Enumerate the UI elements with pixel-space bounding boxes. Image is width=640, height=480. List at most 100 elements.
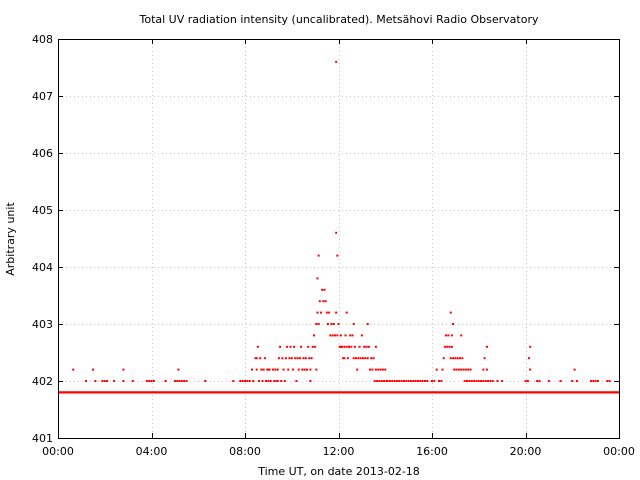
data-point [431, 380, 433, 382]
data-point [365, 345, 368, 348]
data-point [482, 380, 485, 382]
data-point [297, 391, 300, 394]
data-point [485, 368, 488, 371]
data-point [274, 368, 277, 371]
data-point [356, 368, 359, 371]
data-point [360, 334, 363, 337]
data-point [341, 345, 344, 348]
data-point [466, 380, 469, 382]
data-point [152, 380, 155, 382]
data-point [449, 357, 452, 360]
data-point [480, 380, 483, 382]
data-point [362, 357, 365, 360]
data-point [305, 368, 308, 371]
data-point [85, 380, 88, 382]
plot-frame [58, 39, 620, 439]
data-point [450, 334, 453, 337]
data-point [232, 380, 235, 382]
data-point [316, 277, 319, 280]
data-point [352, 357, 355, 360]
data-point [331, 334, 334, 337]
x-tick-label: 00:00 [603, 445, 635, 458]
data-point [322, 300, 325, 303]
data-point [268, 368, 271, 371]
data-point [372, 357, 375, 360]
data-point [374, 345, 377, 348]
data-point [255, 357, 258, 360]
data-point [333, 334, 336, 337]
data-point [385, 380, 388, 382]
x-tick-label: 16:00 [416, 445, 448, 458]
data-point [338, 345, 341, 348]
data-point [349, 334, 352, 337]
data-point [122, 368, 125, 371]
data-point [180, 380, 183, 382]
data-point [547, 380, 550, 382]
y-tick-label: 407 [32, 90, 53, 103]
data-point [258, 380, 261, 382]
data-point [461, 357, 464, 360]
data-point [308, 357, 311, 360]
data-point [248, 380, 251, 382]
x-axis-label: Time UT, on date 2013-02-18 [257, 465, 420, 478]
data-point [470, 380, 473, 382]
data-point [363, 345, 366, 348]
data-point [445, 391, 448, 394]
data-point [485, 345, 488, 348]
data-point [388, 380, 391, 382]
data-point [178, 380, 181, 382]
data-point [364, 357, 367, 360]
data-point [462, 368, 465, 371]
data-point [298, 357, 301, 360]
data-point [273, 380, 276, 382]
data-point [559, 380, 562, 382]
data-point [330, 323, 333, 325]
data-point [312, 334, 315, 337]
data-point [263, 357, 266, 360]
data-point [358, 345, 361, 348]
data-point [301, 368, 304, 371]
data-point [295, 380, 298, 382]
data-point [526, 380, 529, 382]
data-point [183, 380, 186, 382]
data-point [453, 368, 456, 371]
data-point [254, 357, 257, 360]
data-point [348, 345, 351, 348]
data-point [315, 323, 318, 325]
data-point [303, 368, 306, 371]
data-point [336, 254, 339, 257]
y-tick-label: 404 [32, 261, 53, 274]
data-point [407, 380, 410, 382]
data-point [484, 380, 487, 382]
data-point [259, 357, 262, 360]
data-point [323, 288, 326, 291]
data-point [122, 380, 125, 382]
data-point [442, 357, 445, 360]
data-point [391, 380, 394, 382]
data-point [288, 357, 291, 360]
data-point [131, 380, 134, 382]
data-point [445, 334, 448, 337]
data-point [491, 380, 494, 382]
data-point [416, 380, 419, 382]
data-point [297, 368, 300, 371]
data-point [304, 357, 307, 360]
data-point [239, 380, 242, 382]
data-point [291, 368, 294, 371]
data-point [314, 345, 317, 348]
data-point [315, 368, 318, 371]
data-point [265, 380, 268, 382]
data-point [339, 345, 342, 348]
data-point [346, 357, 349, 360]
data-point [296, 357, 299, 360]
data-point [311, 345, 314, 348]
data-point [367, 345, 370, 348]
data-point [335, 311, 338, 314]
data-point [321, 288, 324, 291]
data-point [575, 380, 578, 382]
data-point [357, 357, 360, 360]
data-point [277, 357, 280, 360]
data-point [101, 380, 104, 382]
data-point [381, 368, 384, 371]
data-point [342, 357, 345, 360]
